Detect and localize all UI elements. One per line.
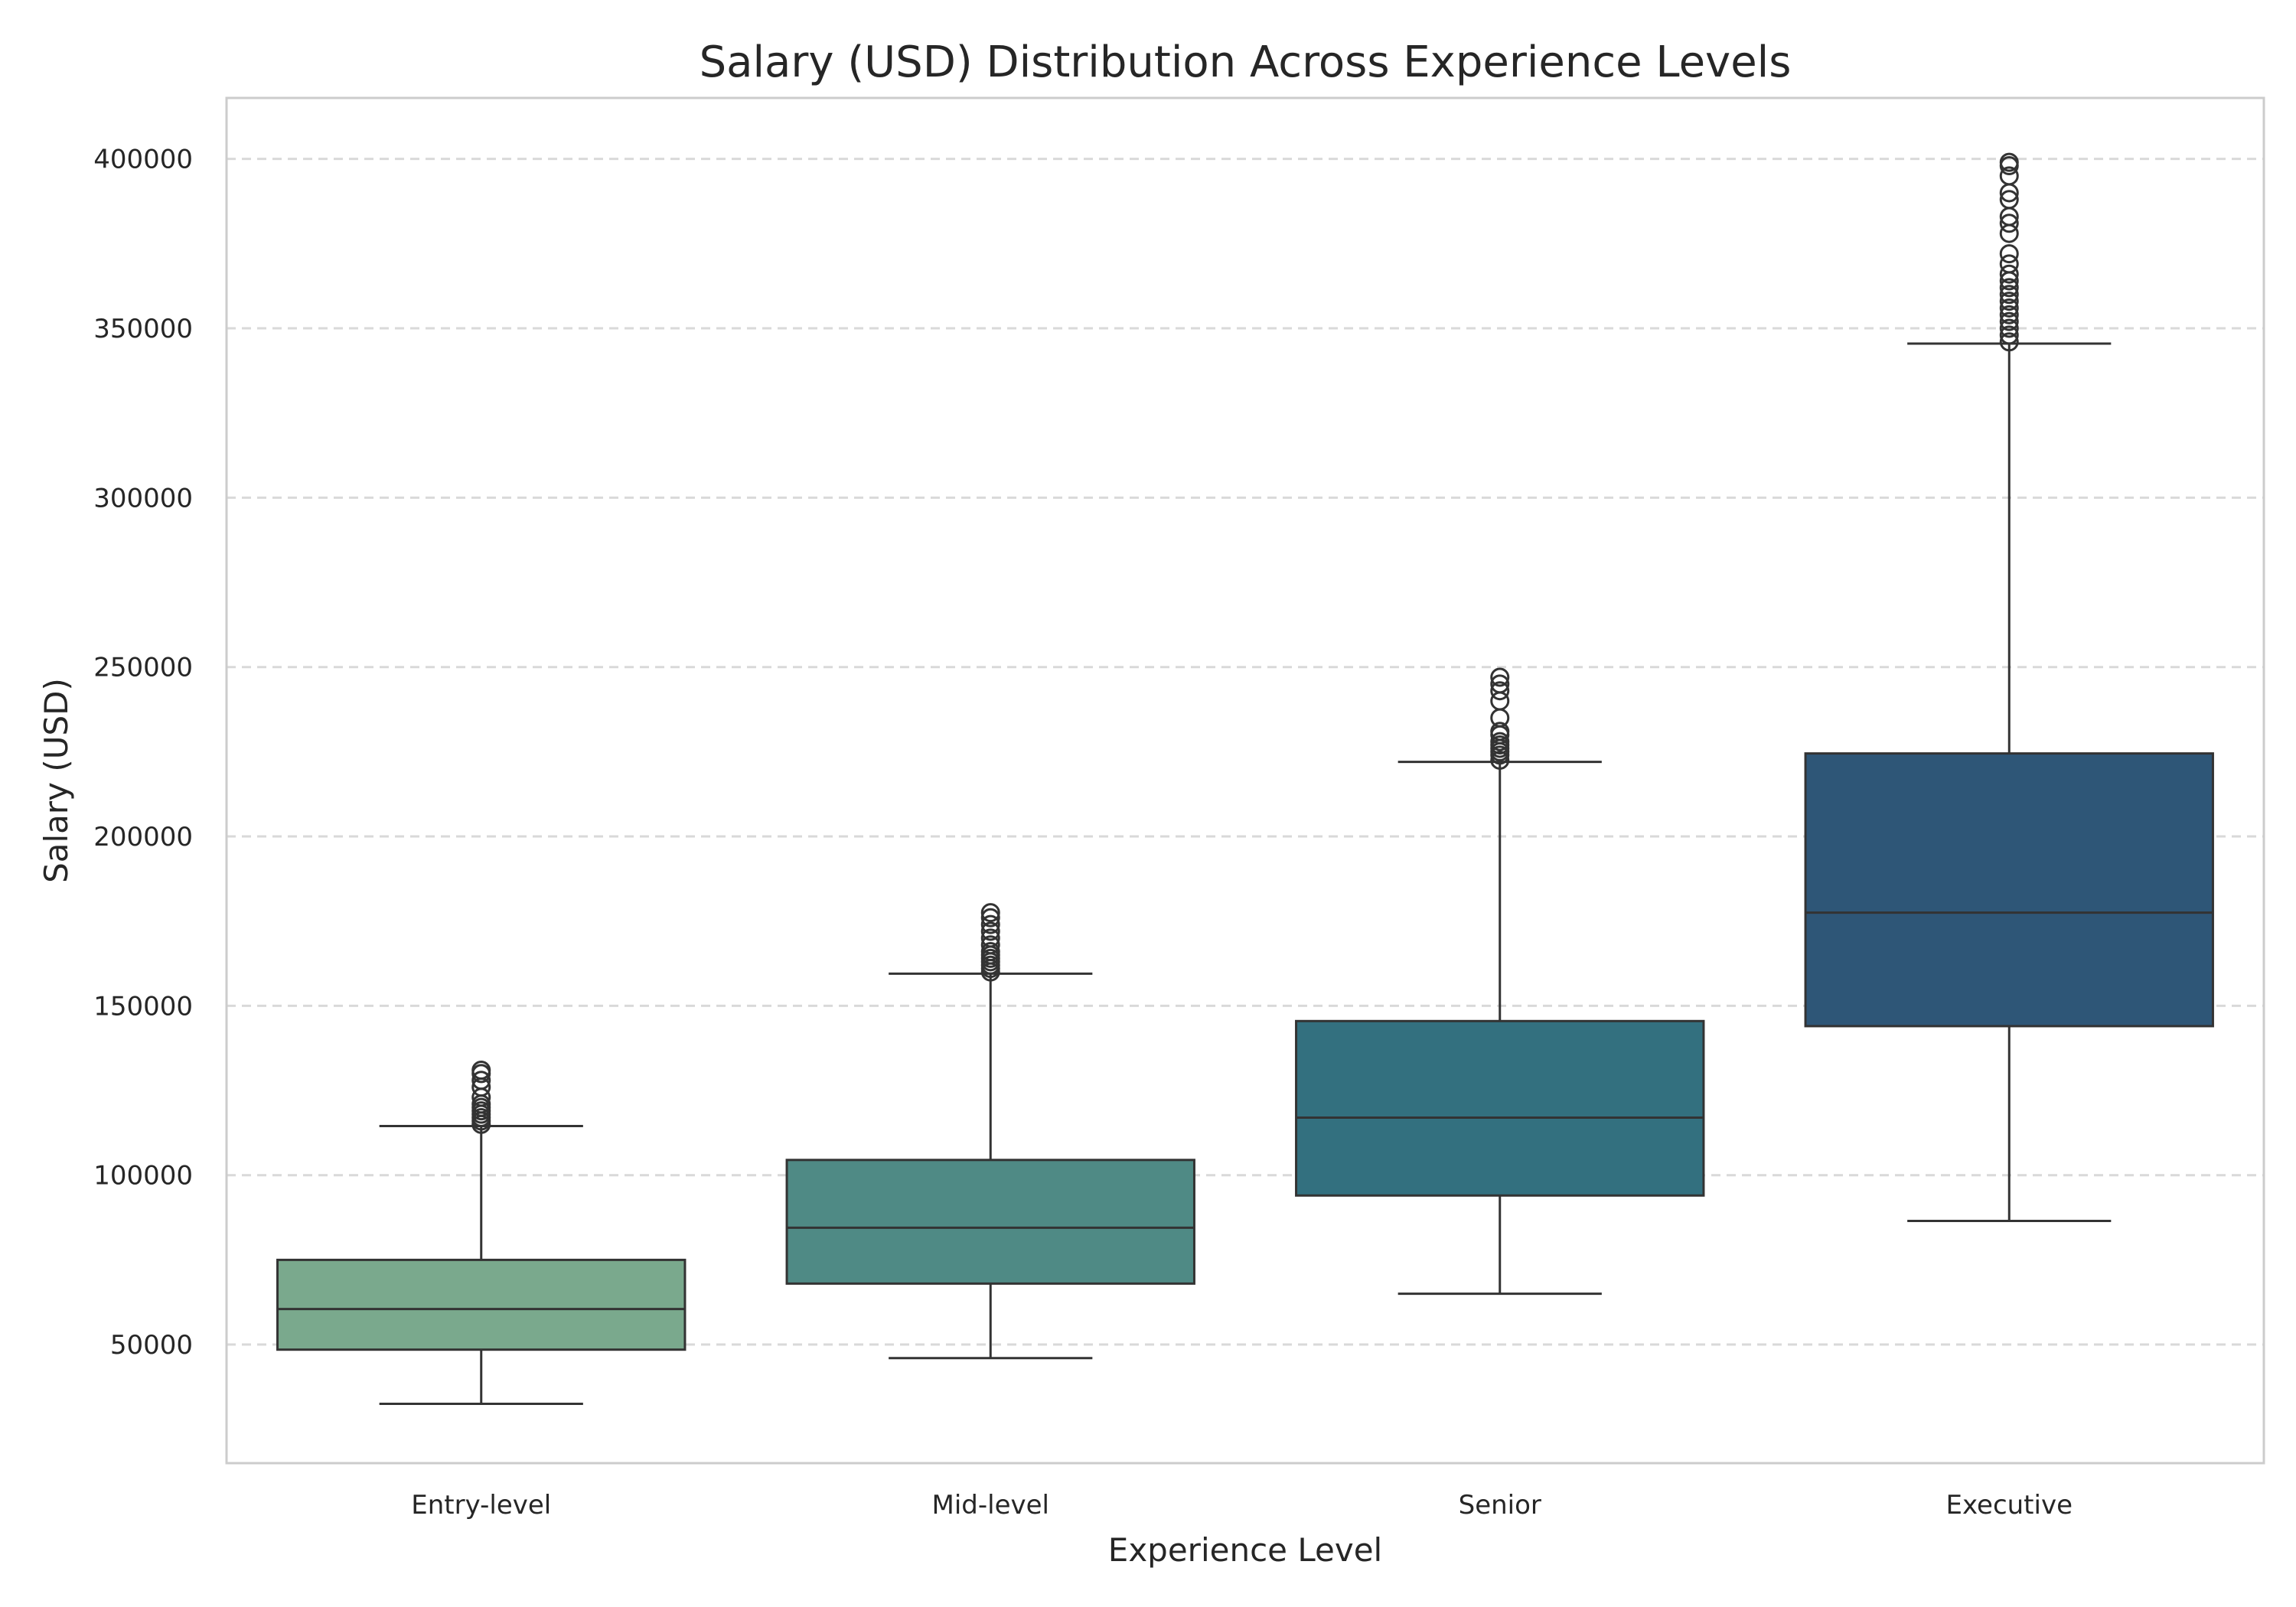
- outlier-executive-2: [1999, 318, 2019, 338]
- y-tick-label-300000: 300000: [93, 483, 193, 513]
- y-tick-label-200000: 200000: [93, 822, 193, 852]
- box-body-mid-level: [785, 1159, 1195, 1285]
- outlier-executive-12: [1999, 244, 2019, 264]
- outlier-entry-level-11: [471, 1060, 491, 1080]
- outlier-executive-1: [1999, 325, 2019, 345]
- outlier-mid-level-8: [980, 928, 1000, 948]
- y-tick-label-400000: 400000: [93, 145, 193, 175]
- outlier-executive-10: [1999, 264, 2019, 284]
- box-body-entry-level: [276, 1258, 687, 1351]
- outlier-executive-16: [1999, 190, 2019, 210]
- box-entry-level: [276, 1060, 687, 1406]
- outlier-mid-level-9: [980, 921, 1000, 941]
- outlier-executive-14: [1999, 214, 2019, 233]
- chart-title: Salary (USD) Distribution Across Experie…: [700, 37, 1792, 87]
- x-tick-labels: Entry-level Mid-level Senior Executive: [411, 1490, 2073, 1521]
- x-tick-label-entry-level: Entry-level: [411, 1490, 551, 1521]
- outlier-mid-level-6: [980, 942, 1000, 962]
- outlier-executive-18: [1999, 166, 2019, 186]
- y-tick-label-250000: 250000: [93, 653, 193, 683]
- box-mid-level: [785, 903, 1195, 1360]
- box-body-senior: [1295, 1019, 1705, 1197]
- x-tick-label-executive: Executive: [1945, 1490, 2073, 1521]
- outlier-mid-level-10: [980, 914, 1000, 934]
- outlier-executive-3: [1999, 311, 2019, 331]
- box-senior: [1295, 667, 1705, 1296]
- y-axis-label: Salary (USD): [38, 678, 75, 883]
- outlier-senior-0: [1490, 750, 1510, 770]
- x-tick-label-senior: Senior: [1459, 1490, 1541, 1521]
- y-tick-label-150000: 150000: [93, 991, 193, 1022]
- outlier-senior-5: [1490, 732, 1510, 751]
- outlier-executive-20: [1999, 152, 2019, 172]
- outlier-senior-7: [1490, 722, 1510, 742]
- plot-frame: [225, 96, 2265, 1465]
- outlier-executive-7: [1999, 285, 2019, 305]
- outlier-executive-11: [1999, 254, 2019, 274]
- box-body-executive: [1804, 752, 2214, 1028]
- outlier-entry-level-9: [471, 1071, 491, 1090]
- outlier-executive-6: [1999, 292, 2019, 311]
- outlier-mid-level-12: [980, 903, 1000, 923]
- outlier-senior-12: [1490, 667, 1510, 687]
- x-tick-label-mid-level: Mid-level: [932, 1490, 1049, 1521]
- outlier-executive-8: [1999, 278, 2019, 298]
- outlier-executive-5: [1999, 298, 2019, 318]
- x-axis-label: Experience Level: [1108, 1531, 1382, 1569]
- box-executive: [1804, 152, 2214, 1222]
- y-tick-label-350000: 350000: [93, 314, 193, 344]
- outlier-executive-0: [1999, 332, 2019, 352]
- outlier-mid-level-7: [980, 935, 1000, 955]
- outlier-executive-4: [1999, 305, 2019, 324]
- outlier-mid-level-11: [980, 908, 1000, 927]
- outlier-senior-11: [1490, 674, 1510, 694]
- box-series: [276, 152, 2214, 1406]
- y-tick-label-100000: 100000: [93, 1161, 193, 1191]
- y-tick-label-50000: 50000: [110, 1330, 193, 1361]
- y-tick-labels: 50000 100000 150000 200000 250000 300000 35000…: [93, 145, 193, 1361]
- outlier-senior-10: [1490, 681, 1510, 701]
